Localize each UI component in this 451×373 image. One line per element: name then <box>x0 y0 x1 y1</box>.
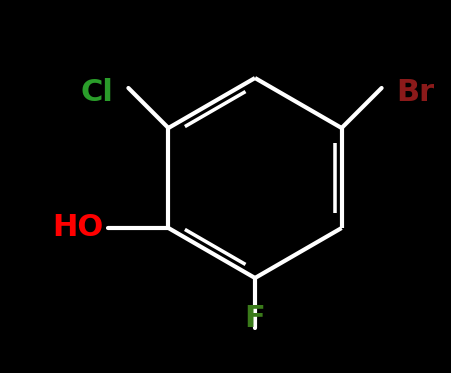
Text: Br: Br <box>396 78 434 107</box>
Text: F: F <box>244 304 265 333</box>
Text: HO: HO <box>52 213 103 242</box>
Text: Cl: Cl <box>80 78 113 107</box>
